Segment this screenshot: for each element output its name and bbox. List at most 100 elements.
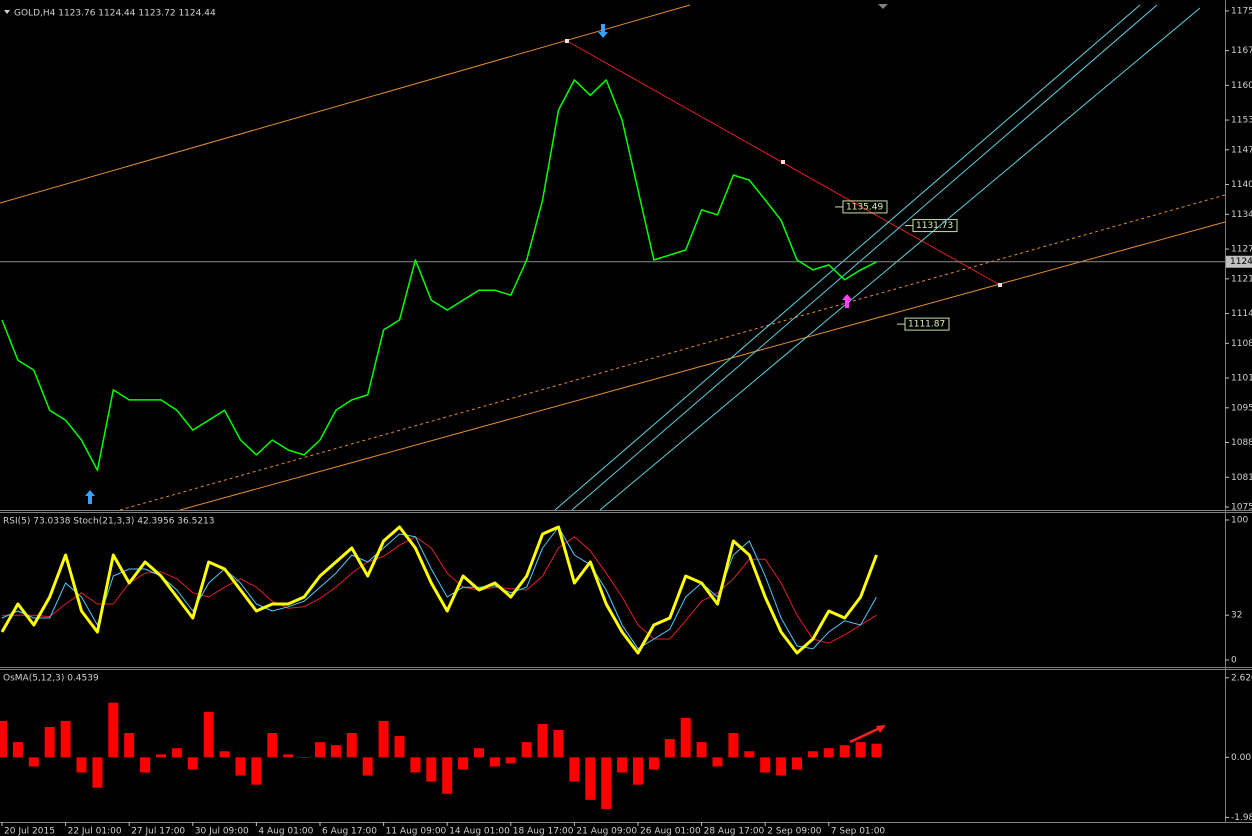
bar [346,733,357,758]
y-tick-label: 100 [1231,515,1248,525]
x-tick-label: 30 Jul 09:00 [195,827,249,836]
bar [601,757,612,809]
bar [489,757,500,767]
y-tick-label: 32 [1231,611,1242,621]
bar [171,748,182,758]
y-tick-label: 1140 [1231,180,1252,190]
bar [617,757,628,773]
y-tick-label: 1134 [1231,210,1252,220]
bar [203,711,214,758]
y-tick-label: 1147 [1231,145,1252,155]
bar [569,757,580,782]
price-label: 1111.87 [908,320,945,330]
x-tick-label: 27 Jul 17:00 [131,827,185,836]
channel-line [571,4,1158,511]
data-line [2,536,877,644]
menu-icon[interactable] [4,10,10,14]
current-price-box [1226,255,1252,268]
y-tick-label: 0.00 [1231,753,1251,763]
chart-title: GOLD,H4 1123.76 1124.44 1123.72 1124.44 [14,9,216,19]
price-label: 1131.73 [916,221,953,231]
x-tick-label: 20 Jul 2015 [4,827,55,836]
bar [442,757,453,794]
y-tick-label: 1114 [1231,309,1252,319]
bar [792,757,802,770]
bar [521,742,532,758]
x-tick-label: 14 Aug 01:00 [449,827,510,836]
x-tick-label: 6 Aug 17:00 [322,827,377,836]
bar [871,743,882,758]
bar [156,754,166,758]
x-tick-label: 7 Sep 01:00 [831,827,886,836]
bar [505,757,516,764]
indicator-title: RSI(5) 73.0338 Stoch(21,3,3) 42.3956 36.… [3,517,215,527]
bar [251,757,262,785]
bar [76,757,87,773]
data-line [1,79,877,472]
channel-line [554,4,1141,511]
channel-line [0,4,691,204]
bar [744,751,755,758]
current-price-label: 1124 [1230,257,1252,267]
price-label-box [912,219,958,233]
bar [458,757,469,770]
bar [426,757,437,782]
bar [712,757,723,767]
signal-arrow [85,490,95,504]
bar [124,733,135,758]
data-line [0,525,878,655]
y-tick-label: 1175 [1231,6,1252,16]
bar [728,733,739,758]
x-tick-label: 28 Aug 17:00 [704,827,765,836]
bar [12,742,23,758]
bar [362,757,373,776]
x-tick-label: 18 Aug 17:00 [513,827,574,836]
y-tick-label: 1167 [1231,46,1252,56]
bar [219,751,230,758]
bar [648,757,659,770]
bar [0,720,7,758]
bar [44,726,55,758]
bar [60,720,71,758]
bar [664,739,675,758]
y-tick-label: 1121 [1231,274,1252,284]
y-tick-label: 1160 [1231,81,1252,91]
annotation-arrow [876,725,886,733]
x-tick-label: 22 Jul 01:00 [68,827,122,836]
anchor [565,39,569,43]
bar [108,702,119,758]
bar [330,745,341,758]
y-tick-label: 1153 [1231,116,1252,126]
bar [776,757,787,776]
y-tick-label: 1095 [1231,403,1252,413]
bar [315,742,325,758]
bar [267,733,278,758]
bar [474,748,484,758]
y-tick-label: 1075 [1231,503,1252,513]
bar [855,742,866,758]
y-tick-label: 1088 [1231,438,1252,448]
bar [378,720,389,758]
bar [410,757,421,773]
channel-line [599,7,1201,511]
x-tick-label: 21 Aug 09:00 [576,827,637,836]
bar [92,757,103,788]
bar [680,717,691,758]
bar [299,757,310,758]
price-label: 1135.49 [846,202,883,212]
bar [394,736,405,758]
price-label-box [904,317,950,331]
y-tick-label: 1127 [1231,245,1252,255]
y-tick-label: 1108 [1231,339,1252,349]
signal-arrow [842,294,852,308]
bar [187,757,198,770]
anchor [998,283,1002,287]
signal-arrow [598,24,608,38]
y-tick-label: 2.620 [1231,673,1252,683]
bar [760,757,771,773]
x-tick-label: 11 Aug 09:00 [386,827,447,836]
bar [283,754,294,758]
bar [537,723,548,758]
